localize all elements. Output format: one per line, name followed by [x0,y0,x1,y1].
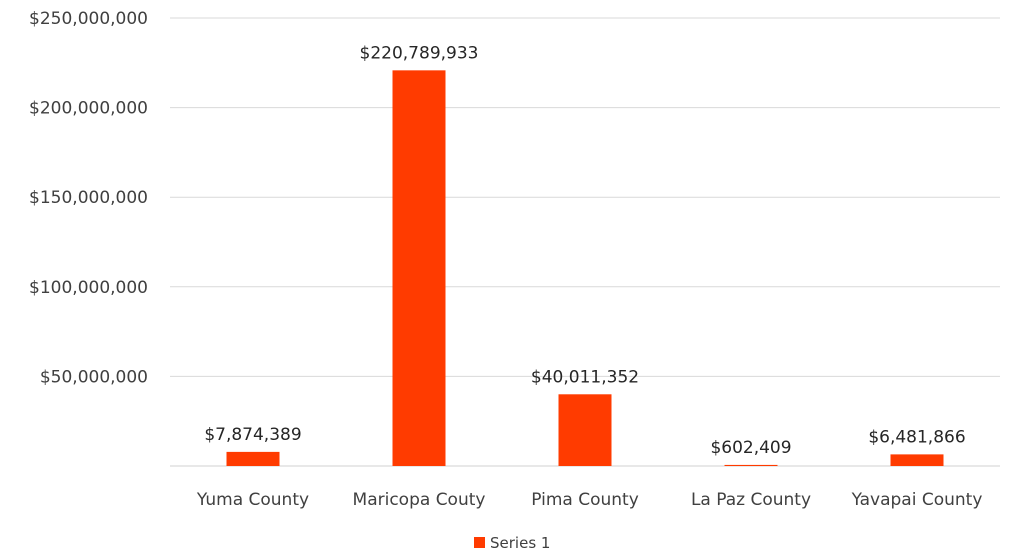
gridlines [170,17,1000,467]
data-label: $40,011,352 [531,367,639,387]
legend: Series 1 [474,534,550,552]
y-tick-label: $200,000,000 [29,99,148,119]
x-category-label: Maricopa Couty [353,490,486,510]
bars [226,70,944,467]
bar [558,394,612,466]
legend-swatch [474,537,485,548]
data-label: $7,874,389 [204,425,301,445]
bar [724,464,778,466]
y-axis-tick-labels: $50,000,000 $100,000,000 $150,000,000 $200,… [29,9,148,387]
data-label: $602,409 [710,438,791,458]
x-category-label: Yuma County [196,490,309,510]
legend-label: Series 1 [490,534,550,552]
bar [226,451,280,466]
y-tick-label: $150,000,000 [29,188,148,208]
x-axis-category-labels: Yuma County Maricopa Couty Pima County La P… [196,490,982,510]
x-category-label: Yavapai County [851,490,983,510]
bar [392,70,446,467]
y-tick-label: $250,000,000 [29,9,148,29]
x-category-label: La Paz County [691,490,811,510]
x-category-label: Pima County [531,490,639,510]
y-tick-label: $50,000,000 [40,367,148,387]
data-labels: $7,874,389 $220,789,933 $40,011,352 $602,40… [204,43,965,458]
y-tick-label: $100,000,000 [29,278,148,298]
data-label: $220,789,933 [360,43,479,63]
bar [890,454,944,466]
data-label: $6,481,866 [868,427,965,447]
